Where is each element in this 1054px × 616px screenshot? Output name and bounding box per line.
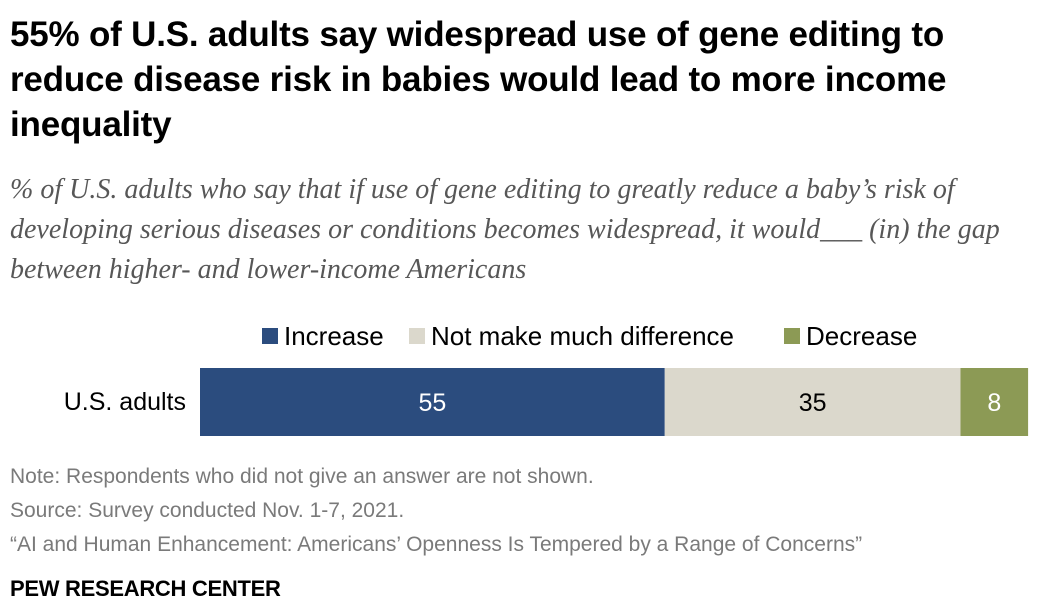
legend-item-no-difference: Not make much difference <box>409 318 734 354</box>
report-title-text: “AI and Human Enhancement: Americans’ Op… <box>10 533 863 556</box>
row-label-us-adults: U.S. adults <box>63 388 186 416</box>
chart-title: 55% of U.S. adults say widespread use of… <box>10 15 947 144</box>
bar-segment-not-make-much-difference <box>664 368 961 436</box>
data-label-decrease: 8 <box>987 389 1001 417</box>
legend: Increase Not make much difference Decrea… <box>0 318 1054 354</box>
bar-segment-increase <box>200 368 665 436</box>
brand-logo-text: PEW RESEARCH CENTER <box>10 576 281 601</box>
bar-segment-decrease <box>960 368 1029 436</box>
data-label-increase: 55 <box>418 389 446 417</box>
legend-item-increase: Increase <box>262 318 384 354</box>
chart-subtitle: % of U.S. adults who say that if use of … <box>10 174 1000 285</box>
legend-label-increase: Increase <box>284 320 384 351</box>
legend-swatch-increase <box>262 328 278 344</box>
legend-label-no-difference: Not make much difference <box>431 320 734 351</box>
legend-label-decrease: Decrease <box>806 320 918 351</box>
note-text: Note: Respondents who did not give an an… <box>10 465 594 488</box>
data-label-not-make-much-difference: 35 <box>799 389 827 417</box>
legend-swatch-no-difference <box>409 328 425 344</box>
source-text: Source: Survey conducted Nov. 1-7, 2021. <box>10 499 405 522</box>
legend-item-decrease: Decrease <box>784 318 917 354</box>
chart-notes: Note: Respondents who did not give an an… <box>10 460 1050 562</box>
legend-swatch-decrease <box>784 328 800 344</box>
